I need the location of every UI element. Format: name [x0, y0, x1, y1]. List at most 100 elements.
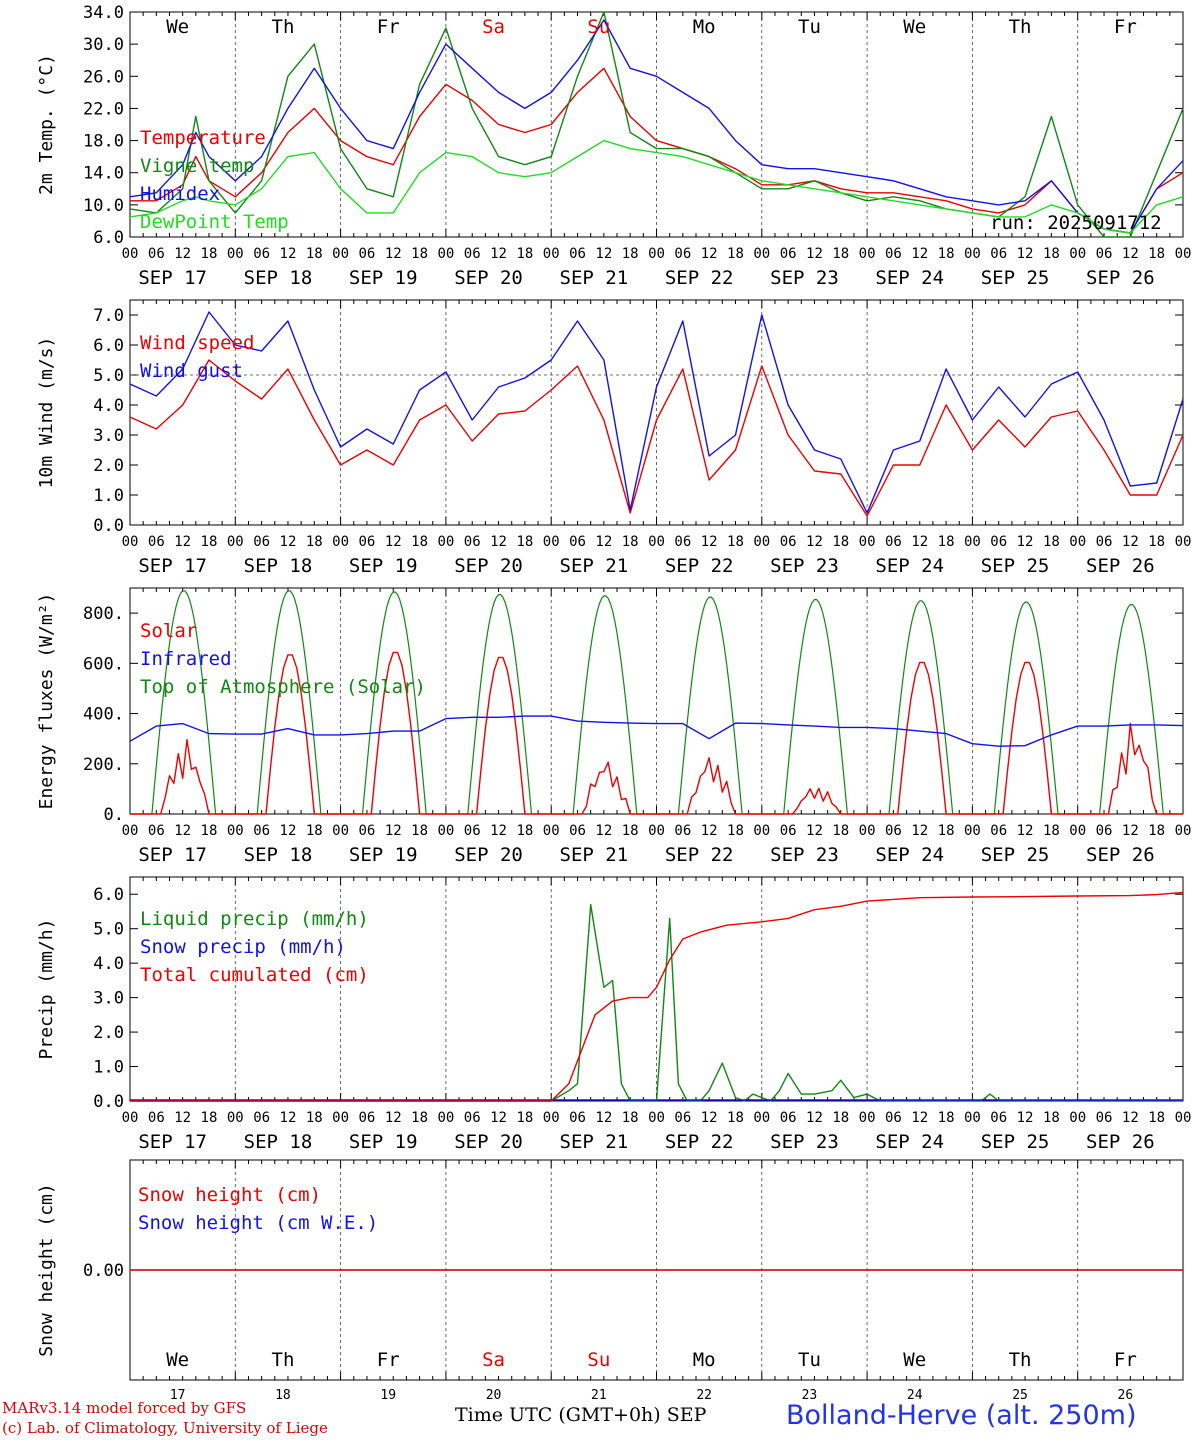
hour-label: 06 — [569, 1110, 586, 1126]
hour-label: 06 — [674, 246, 691, 262]
hour-label: 00 — [648, 1110, 665, 1126]
hour-label: 06 — [358, 246, 375, 262]
y-axis-label: Snow height (cm) — [36, 1183, 57, 1356]
y-tick-label: 4.0 — [93, 396, 124, 416]
y-tick-label: 14.0 — [83, 164, 124, 184]
legend-item: Temperature — [140, 127, 266, 149]
day-name: We — [903, 16, 926, 38]
hour-label: 12 — [1017, 1110, 1034, 1126]
date-label: SEP 22 — [665, 555, 734, 577]
day-name: We — [166, 16, 189, 38]
hour-label: 12 — [701, 534, 718, 550]
day-name: We — [903, 1349, 926, 1371]
y-tick-label: 6.0 — [93, 885, 124, 905]
series-infrared — [129, 715, 1184, 747]
station-title: Bolland-Herve (alt. 250m) — [786, 1400, 1137, 1431]
hour-label: 00 — [227, 823, 244, 839]
hour-label: 00 — [1069, 823, 1086, 839]
hour-label: 06 — [1096, 823, 1113, 839]
hour-label: 12 — [1017, 246, 1034, 262]
hour-label: 00 — [753, 534, 770, 550]
hour-label: 12 — [595, 534, 612, 550]
date-label: SEP 21 — [560, 267, 629, 289]
legend-item: Wind gust — [140, 360, 243, 382]
day-number: 23 — [802, 1388, 818, 1403]
hour-label: 12 — [701, 1110, 718, 1126]
day-name: Tu — [798, 16, 821, 38]
hour-label: 18 — [201, 246, 218, 262]
legend-item: Snow height (cm W.E.) — [138, 1212, 378, 1234]
legend-item: Humidex — [140, 183, 220, 205]
hour-label: 00 — [437, 823, 454, 839]
hour-label: 06 — [358, 823, 375, 839]
hour-label: 00 — [543, 246, 560, 262]
day-name: Sa — [482, 1349, 505, 1371]
hour-label: 06 — [885, 1110, 902, 1126]
hour-label: 18 — [727, 534, 744, 550]
day-name: Mo — [693, 16, 716, 38]
hour-label: 06 — [990, 1110, 1007, 1126]
hour-label: 18 — [1148, 1110, 1165, 1126]
hour-label: 00 — [122, 823, 139, 839]
hour-label: 06 — [569, 534, 586, 550]
hour-label: 12 — [595, 823, 612, 839]
day-name: Fr — [377, 1349, 400, 1371]
hour-label: 12 — [701, 823, 718, 839]
date-label: SEP 18 — [244, 844, 313, 866]
hour-label: 00 — [437, 1110, 454, 1126]
date-label: SEP 23 — [770, 844, 839, 866]
hour-label: 00 — [332, 534, 349, 550]
date-label: SEP 20 — [454, 267, 523, 289]
date-label: SEP 22 — [665, 1131, 734, 1153]
legend-item: Snow height (cm) — [138, 1184, 321, 1206]
hour-label: 06 — [780, 1110, 797, 1126]
day-number: 22 — [696, 1388, 712, 1403]
day-number: 24 — [907, 1388, 923, 1403]
hour-label: 00 — [332, 823, 349, 839]
hour-label: 12 — [911, 534, 928, 550]
hour-label: 00 — [964, 823, 981, 839]
hour-label: 12 — [174, 246, 191, 262]
y-tick-label: 4.0 — [93, 954, 124, 974]
hour-label: 00 — [1069, 246, 1086, 262]
y-tick-label: 600. — [83, 654, 124, 674]
lab-credit: (c) Lab. of Climatology, University of L… — [2, 1419, 328, 1437]
hour-label: 00 — [543, 1110, 560, 1126]
y-tick-label: 3.0 — [93, 989, 124, 1009]
y-tick-label: 2.0 — [93, 456, 124, 476]
hour-label: 12 — [280, 246, 297, 262]
hour-label: 12 — [595, 246, 612, 262]
hour-label: 00 — [1175, 246, 1192, 262]
hour-label: 06 — [253, 1110, 270, 1126]
hour-label: 18 — [727, 1110, 744, 1126]
hour-label: 00 — [753, 823, 770, 839]
hour-label: 18 — [832, 823, 849, 839]
hour-label: 18 — [1148, 246, 1165, 262]
day-name: Tu — [798, 1349, 821, 1371]
date-label: SEP 18 — [244, 1131, 313, 1153]
series-vigne-temp — [129, 11, 1184, 238]
hour-label: 00 — [543, 534, 560, 550]
date-label: SEP 17 — [138, 844, 207, 866]
hour-label: 00 — [227, 534, 244, 550]
hour-label: 18 — [411, 534, 428, 550]
date-label: SEP 25 — [981, 1131, 1050, 1153]
date-label: SEP 19 — [349, 1131, 418, 1153]
hour-label: 00 — [964, 246, 981, 262]
hour-label: 06 — [148, 823, 165, 839]
date-label: SEP 21 — [560, 555, 629, 577]
date-label: SEP 19 — [349, 844, 418, 866]
y-tick-label: 200. — [83, 755, 124, 775]
hour-label: 18 — [938, 246, 955, 262]
hour-label: 00 — [1175, 1110, 1192, 1126]
y-tick-label: 1.0 — [93, 486, 124, 506]
y-tick-label: 6.0 — [93, 336, 124, 356]
date-label: SEP 17 — [138, 1131, 207, 1153]
legend-item: Vigne temp — [140, 155, 254, 177]
hour-label: 18 — [516, 534, 533, 550]
hour-label: 00 — [227, 246, 244, 262]
hour-label: 12 — [174, 1110, 191, 1126]
hour-label: 06 — [1096, 534, 1113, 550]
hour-label: 00 — [437, 534, 454, 550]
